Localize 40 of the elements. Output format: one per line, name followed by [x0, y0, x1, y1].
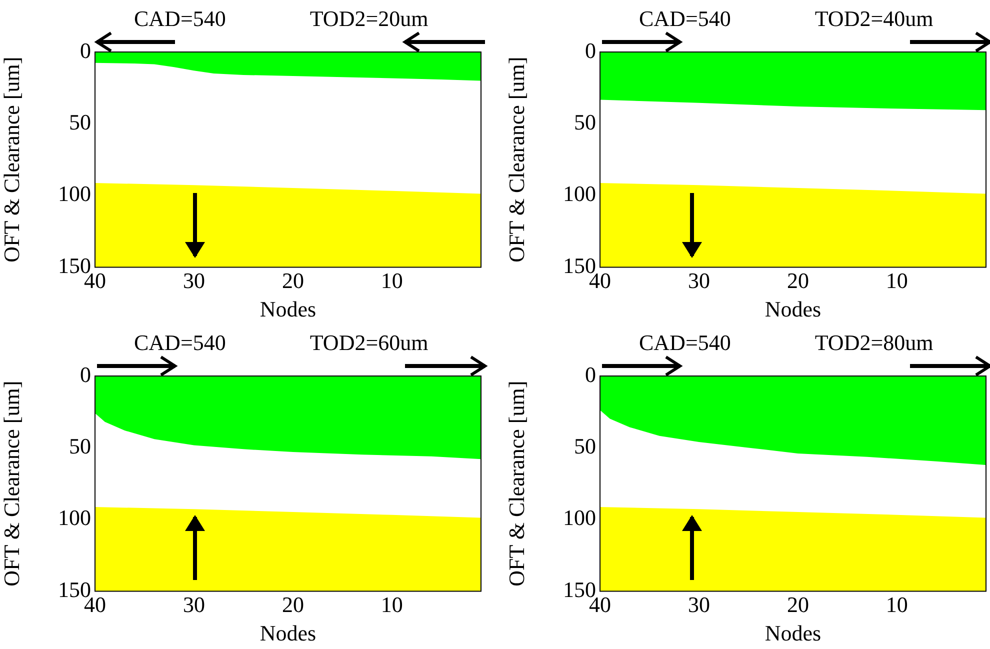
x-tick-label: 30 [182, 592, 205, 618]
x-tick-label: 20 [282, 592, 304, 618]
text: TOD2=80um [814, 330, 934, 355]
x-tick-label: 10 [886, 268, 908, 294]
x-axis-title: Nodes [764, 620, 822, 646]
y-tick-label: 100 [563, 181, 596, 206]
x-tick-label: 10 [886, 592, 908, 618]
text: CAD=540 [134, 330, 226, 355]
y-tick-label: 0 [585, 362, 596, 387]
y-tick-label: 100 [58, 181, 91, 206]
x-axis-title: Nodes [764, 296, 822, 322]
x-tick-label: 30 [688, 268, 710, 294]
x-tick-label: 10 [380, 592, 403, 618]
x-tick-label: 10 [380, 268, 403, 294]
y-tick-label: 100 [563, 505, 596, 530]
text: CAD=540 [134, 6, 226, 31]
x-axis-title: Nodes [260, 620, 316, 646]
y-tick-label: 50 [574, 434, 596, 459]
y-axis-title: OFT & Clearance [um] [504, 380, 529, 586]
x-tick-label: 30 [182, 268, 205, 294]
y-axis-title: OFT & Clearance [um] [0, 380, 24, 586]
y-tick-label: 0 [585, 38, 596, 63]
x-tick-label: 20 [282, 268, 304, 294]
y-tick-label: 0 [80, 362, 91, 387]
x-tick-label: 30 [688, 592, 710, 618]
y-tick-label: 50 [69, 434, 91, 459]
y-tick-label: 50 [574, 110, 596, 135]
y-tick-label: 50 [69, 110, 91, 135]
text: CAD=540 [638, 6, 731, 31]
x-tick-label: 20 [786, 268, 809, 294]
y-tick-label: 0 [80, 38, 91, 63]
text: TOD2=20um [310, 6, 428, 31]
text: TOD2=60um [310, 330, 428, 355]
x-tick-label: 20 [786, 592, 809, 618]
text: TOD2=40um [814, 6, 934, 31]
y-axis-title: OFT & Clearance [um] [504, 56, 529, 262]
y-tick-label: 100 [58, 505, 91, 530]
x-axis-title: Nodes [260, 296, 316, 322]
y-axis-title: OFT & Clearance [um] [0, 56, 24, 262]
text: CAD=540 [638, 330, 731, 355]
